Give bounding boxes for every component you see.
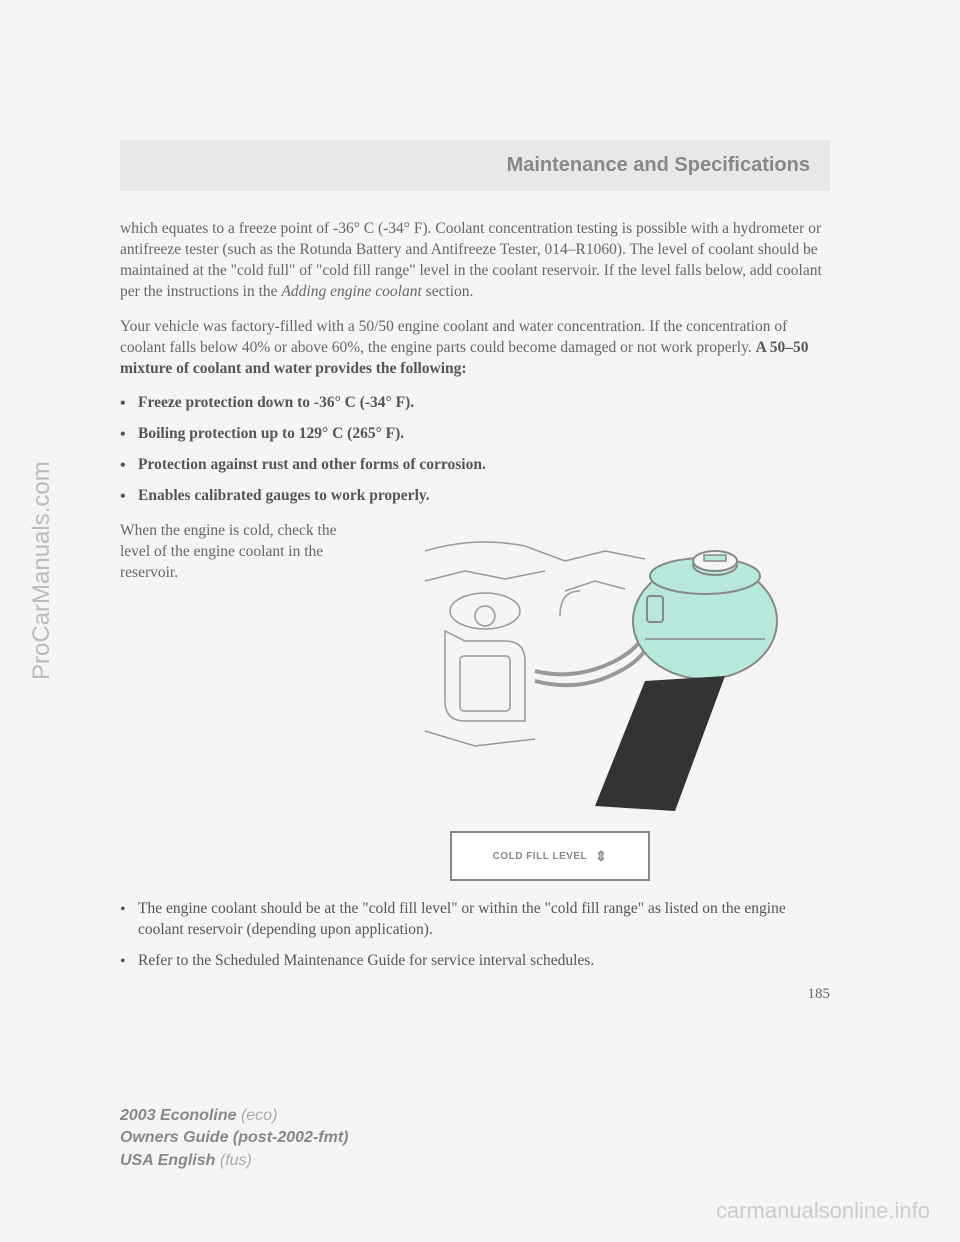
footer-language: USA English <box>120 1152 215 1169</box>
page-content: Maintenance and Specifications which equ… <box>120 140 830 1003</box>
footer-language-code: (fus) <box>220 1152 252 1169</box>
bullet-bold-item: Protection against rust and other forms … <box>120 455 830 476</box>
double-arrow-icon: ⇕ <box>595 848 607 865</box>
paragraph-2: Your vehicle was factory-filled with a 5… <box>120 317 830 380</box>
after-bullet-list: The engine coolant should be at the "col… <box>120 899 830 972</box>
engine-diagram: COLD FILL LEVEL ⇕ <box>380 521 830 881</box>
footer-guide: Owners Guide (post-2002-fmt) <box>120 1127 348 1149</box>
cold-fill-text: COLD FILL LEVEL <box>493 851 588 862</box>
footer-model: 2003 Econoline <box>120 1107 237 1124</box>
section-header: Maintenance and Specifications <box>120 140 830 191</box>
paragraph-1: which equates to a freeze point of -36° … <box>120 219 830 303</box>
footer-model-code: (eco) <box>241 1107 277 1124</box>
pointer-arrow <box>595 676 725 811</box>
bullet-bold-item: Enables calibrated gauges to work proper… <box>120 486 830 507</box>
p2-text-a: Your vehicle was factory-filled with a 5… <box>120 318 787 356</box>
p1-italic: Adding engine coolant <box>281 283 421 300</box>
page-number: 185 <box>120 986 830 1003</box>
bullet-item: The engine coolant should be at the "col… <box>120 899 830 941</box>
engine-svg <box>380 521 830 841</box>
coolant-reservoir-shape <box>633 551 777 679</box>
cold-fill-label: COLD FILL LEVEL ⇕ <box>450 831 650 881</box>
bullet-bold-item: Boiling protection up to 129° C (265° F)… <box>120 424 830 445</box>
bullet-item: Refer to the Scheduled Maintenance Guide… <box>120 951 830 972</box>
p1-text-b: section. <box>422 283 474 300</box>
bottom-watermark: carmanualsonline.info <box>716 1198 930 1224</box>
footer: 2003 Econoline (eco) Owners Guide (post-… <box>120 1105 348 1172</box>
bullet-bold-item: Freeze protection down to -36° C (-34° F… <box>120 393 830 414</box>
figure-caption: When the engine is cold, check the level… <box>120 521 380 881</box>
bold-bullet-list: Freeze protection down to -36° C (-34° F… <box>120 393 830 507</box>
side-watermark: ProCarManuals.com <box>28 461 56 680</box>
figure-row: When the engine is cold, check the level… <box>120 521 830 881</box>
